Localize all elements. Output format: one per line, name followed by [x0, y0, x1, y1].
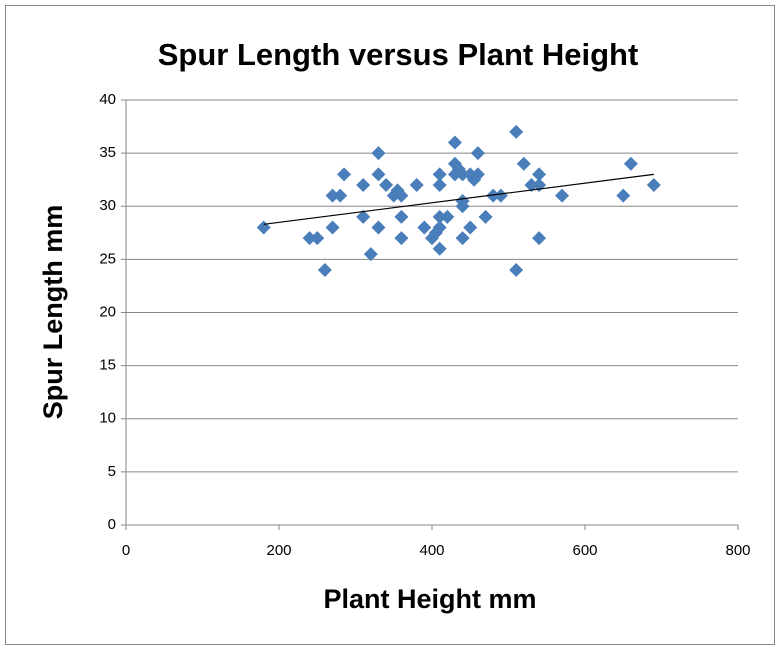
x-tick-label: 0 — [122, 542, 130, 559]
point — [356, 209, 371, 224]
point — [447, 135, 462, 150]
point — [337, 167, 352, 182]
y-tick-label: 5 — [108, 463, 116, 480]
x-tick-label: 600 — [572, 542, 597, 559]
point — [432, 167, 447, 182]
x-tick-label: 400 — [419, 542, 444, 559]
point — [478, 209, 493, 224]
point — [646, 178, 661, 192]
point — [486, 188, 501, 203]
point — [363, 247, 378, 262]
y-tick-label: 15 — [99, 357, 116, 374]
point — [302, 231, 317, 246]
point — [356, 178, 371, 192]
point — [325, 188, 340, 203]
y-tick-label: 20 — [99, 303, 116, 320]
point — [440, 209, 455, 224]
point — [371, 167, 386, 182]
point — [532, 231, 547, 246]
x-tick-label: 200 — [266, 542, 291, 559]
y-tick-label: 25 — [99, 250, 116, 267]
point — [394, 188, 409, 203]
point — [509, 263, 524, 277]
point — [616, 188, 631, 203]
point — [524, 178, 539, 192]
y-axis-title: Spur Length mm — [38, 205, 68, 420]
point — [432, 178, 447, 192]
point — [555, 188, 570, 203]
y-tick-label: 40 — [99, 91, 116, 108]
trendline — [263, 173, 654, 225]
point — [371, 146, 386, 161]
chart-title: Spur Length versus Plant Height — [158, 37, 639, 72]
x-axis-title: Plant Height mm — [323, 584, 536, 614]
point — [432, 220, 447, 235]
point — [379, 178, 394, 192]
point — [371, 220, 386, 235]
point — [333, 188, 348, 203]
y-tick-label: 10 — [99, 410, 116, 427]
point — [463, 220, 478, 235]
point — [623, 156, 638, 171]
point — [455, 167, 470, 182]
chart-frame — [5, 5, 775, 645]
point — [470, 167, 485, 182]
y-tick-label: 35 — [99, 144, 116, 161]
point — [470, 146, 485, 161]
point — [417, 220, 432, 235]
y-tick-label: 30 — [99, 197, 116, 214]
point — [409, 178, 424, 192]
x-tick-label: 800 — [725, 542, 750, 559]
point — [394, 209, 409, 224]
point — [509, 124, 524, 139]
point — [532, 167, 547, 182]
point — [432, 241, 447, 256]
point — [455, 199, 470, 214]
point — [493, 188, 508, 203]
point — [516, 156, 531, 171]
point — [455, 231, 470, 246]
point — [394, 231, 409, 246]
point — [432, 209, 447, 224]
point — [310, 231, 325, 246]
y-tick-label: 0 — [108, 516, 116, 533]
point — [317, 263, 332, 277]
point — [325, 220, 340, 235]
